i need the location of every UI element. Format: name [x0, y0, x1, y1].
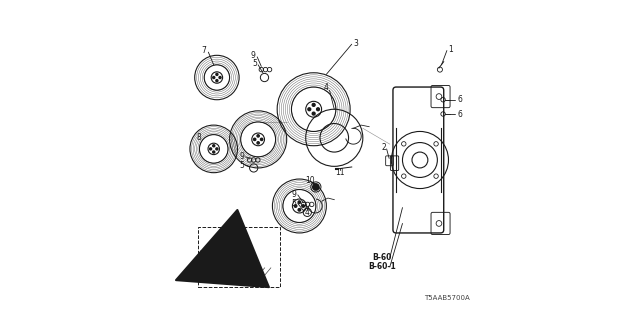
Text: 9: 9 — [292, 190, 296, 199]
Circle shape — [257, 135, 259, 137]
Circle shape — [294, 205, 297, 207]
Text: 8: 8 — [196, 133, 201, 142]
Text: 6: 6 — [457, 109, 462, 118]
Circle shape — [212, 76, 215, 78]
Circle shape — [216, 148, 218, 150]
Circle shape — [212, 145, 215, 147]
Circle shape — [312, 103, 315, 106]
Text: 5: 5 — [239, 161, 244, 170]
Text: 5: 5 — [252, 60, 257, 68]
Text: 7: 7 — [202, 46, 207, 55]
Circle shape — [298, 209, 301, 211]
Text: 5: 5 — [292, 199, 296, 208]
Text: 1: 1 — [449, 45, 453, 54]
Text: 9: 9 — [239, 152, 244, 161]
Text: 9: 9 — [251, 52, 256, 60]
Circle shape — [260, 138, 263, 140]
Text: B-60: B-60 — [372, 253, 392, 262]
Text: 4: 4 — [324, 84, 329, 92]
Circle shape — [253, 138, 256, 140]
Text: 4: 4 — [304, 208, 309, 217]
Text: 3: 3 — [353, 39, 358, 48]
Circle shape — [302, 205, 305, 207]
Text: B-60-1: B-60-1 — [368, 262, 396, 271]
Text: FR.: FR. — [182, 272, 199, 281]
Circle shape — [317, 108, 319, 111]
Circle shape — [216, 73, 218, 76]
Circle shape — [312, 112, 315, 115]
Text: 2: 2 — [381, 143, 386, 152]
Circle shape — [219, 76, 221, 78]
Text: 6: 6 — [457, 95, 462, 104]
Circle shape — [313, 184, 319, 190]
Circle shape — [257, 142, 259, 144]
Text: T5AAB5700A: T5AAB5700A — [424, 295, 470, 301]
Circle shape — [212, 151, 215, 153]
Text: E-17: E-17 — [207, 248, 227, 258]
Text: 11: 11 — [335, 168, 344, 177]
Circle shape — [216, 80, 218, 82]
Text: 10: 10 — [305, 176, 315, 185]
Circle shape — [308, 108, 311, 111]
Circle shape — [209, 148, 212, 150]
Circle shape — [298, 201, 301, 204]
Bar — [198, 227, 280, 287]
